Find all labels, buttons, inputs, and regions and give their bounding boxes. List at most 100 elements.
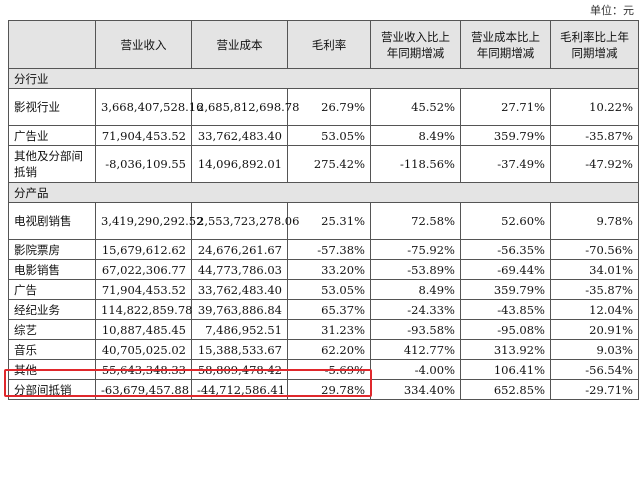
- margin-cell: 275.42%: [287, 145, 371, 183]
- margin-cell: 62.20%: [287, 339, 371, 360]
- section-title: 分行业: [8, 68, 639, 89]
- revenue-cell: 71,904,453.52: [95, 125, 192, 146]
- margin-change-cell: 12.04%: [550, 299, 639, 320]
- row-label: 广告: [8, 279, 96, 300]
- revenue-cell: 3,419,290,292.52: [95, 202, 203, 240]
- margin-change-cell: 10.22%: [550, 88, 639, 126]
- cost-change-cell: -69.44%: [460, 259, 551, 280]
- header-cell: 毛利率: [287, 20, 371, 69]
- table-row: 其他 55,643,348.33 58,809,478.42 -5.69% -4…: [8, 359, 639, 380]
- row-label: 影视行业: [8, 88, 96, 126]
- margin-cell: 65.37%: [287, 299, 371, 320]
- margin-change-cell: 20.91%: [550, 319, 639, 340]
- margin-cell: 25.31%: [287, 202, 371, 240]
- cost-cell: 14,096,892.01: [191, 145, 288, 183]
- rev-change-cell: 8.49%: [370, 279, 461, 300]
- cost-cell: 7,486,952.51: [191, 319, 288, 340]
- revenue-cell: 40,705,025.02: [95, 339, 192, 360]
- section-row: 分行业: [8, 68, 639, 89]
- cost-change-cell: -43.85%: [460, 299, 551, 320]
- rev-change-cell: -4.00%: [370, 359, 461, 380]
- revenue-cell: 3,668,407,528.16: [95, 88, 203, 126]
- cost-cell: -44,712,586.41: [191, 379, 288, 400]
- margin-cell: 33.20%: [287, 259, 371, 280]
- cost-cell: 33,762,483.40: [191, 125, 288, 146]
- header-row: 营业收入 营业成本 毛利率 营业收入比上年同期增减 营业成本比上年同期增减 毛利…: [8, 20, 639, 69]
- header-cell: [8, 20, 96, 69]
- rev-change-cell: -53.89%: [370, 259, 461, 280]
- rev-change-cell: -24.33%: [370, 299, 461, 320]
- row-label: 电影销售: [8, 259, 96, 280]
- cost-change-cell: 359.79%: [460, 279, 551, 300]
- cost-change-cell: 313.92%: [460, 339, 551, 360]
- cost-change-cell: 652.85%: [460, 379, 551, 400]
- table-row: 电视剧销售 3,419,290,292.52 2,553,723,278.06 …: [8, 202, 639, 240]
- row-label: 影院票房: [8, 239, 96, 260]
- rev-change-cell: 412.77%: [370, 339, 461, 360]
- margin-cell: -5.69%: [287, 359, 371, 380]
- row-label: 其他: [8, 359, 96, 380]
- table-row: 影视行业 3,668,407,528.16 2,685,812,698.78 2…: [8, 88, 639, 126]
- table-row: 电影销售 67,022,306.77 44,773,786.03 33.20% …: [8, 259, 639, 280]
- row-label: 其他及分部间抵销: [8, 145, 96, 183]
- header-cell: 营业收入比上年同期增减: [370, 20, 461, 69]
- cost-change-cell: 359.79%: [460, 125, 551, 146]
- financial-table: 营业收入 营业成本 毛利率 营业收入比上年同期增减 营业成本比上年同期增减 毛利…: [8, 20, 639, 400]
- cost-cell: 39,763,886.84: [191, 299, 288, 320]
- row-label: 综艺: [8, 319, 96, 340]
- revenue-cell: -8,036,109.55: [95, 145, 192, 183]
- cost-change-cell: 52.60%: [460, 202, 551, 240]
- rev-change-cell: 8.49%: [370, 125, 461, 146]
- margin-cell: 53.05%: [287, 279, 371, 300]
- row-label: 经纪业务: [8, 299, 96, 320]
- revenue-cell: 55,643,348.33: [95, 359, 192, 380]
- cost-cell: 44,773,786.03: [191, 259, 288, 280]
- table-row: 影院票房 15,679,612.62 24,676,261.67 -57.38%…: [8, 239, 639, 260]
- rev-change-cell: 72.58%: [370, 202, 461, 240]
- cost-cell: 15,388,533.67: [191, 339, 288, 360]
- margin-change-cell: -47.92%: [550, 145, 639, 183]
- cost-cell: 33,762,483.40: [191, 279, 288, 300]
- table-row: 综艺 10,887,485.45 7,486,952.51 31.23% -93…: [8, 319, 639, 340]
- margin-cell: 26.79%: [287, 88, 371, 126]
- margin-change-cell: 9.78%: [550, 202, 639, 240]
- revenue-cell: 67,022,306.77: [95, 259, 192, 280]
- cost-change-cell: -56.35%: [460, 239, 551, 260]
- cost-cell: 24,676,261.67: [191, 239, 288, 260]
- table-row: 分部间抵销 -63,679,457.88 -44,712,586.41 29.7…: [8, 379, 639, 400]
- header-cell: 营业收入: [95, 20, 192, 69]
- table-row: 音乐 40,705,025.02 15,388,533.67 62.20% 41…: [8, 339, 639, 360]
- row-label: 电视剧销售: [8, 202, 96, 240]
- margin-cell: 31.23%: [287, 319, 371, 340]
- row-label: 分部间抵销: [8, 379, 96, 400]
- margin-cell: -57.38%: [287, 239, 371, 260]
- header-cell: 营业成本: [191, 20, 288, 69]
- revenue-cell: 71,904,453.52: [95, 279, 192, 300]
- margin-change-cell: 34.01%: [550, 259, 639, 280]
- unit-label: 单位：元: [590, 4, 634, 17]
- table-row: 广告业 71,904,453.52 33,762,483.40 53.05% 8…: [8, 125, 639, 146]
- cost-cell: 58,809,478.42: [191, 359, 288, 380]
- revenue-cell: 15,679,612.62: [95, 239, 192, 260]
- cost-change-cell: 106.41%: [460, 359, 551, 380]
- table-row: 其他及分部间抵销 -8,036,109.55 14,096,892.01 275…: [8, 145, 639, 183]
- rev-change-cell: -93.58%: [370, 319, 461, 340]
- rev-change-cell: 334.40%: [370, 379, 461, 400]
- margin-change-cell: 9.03%: [550, 339, 639, 360]
- rev-change-cell: 45.52%: [370, 88, 461, 126]
- header-cell: 营业成本比上年同期增减: [460, 20, 551, 69]
- margin-change-cell: -70.56%: [550, 239, 639, 260]
- row-label: 音乐: [8, 339, 96, 360]
- section-row: 分产品: [8, 182, 639, 203]
- header-cell: 毛利率比上年同期增减: [550, 20, 639, 69]
- revenue-cell: -63,679,457.88: [95, 379, 192, 400]
- cost-cell: 2,685,812,698.78: [191, 88, 299, 126]
- margin-cell: 29.78%: [287, 379, 371, 400]
- table-row: 广告 71,904,453.52 33,762,483.40 53.05% 8.…: [8, 279, 639, 300]
- section-title: 分产品: [8, 182, 639, 203]
- margin-change-cell: -35.87%: [550, 279, 639, 300]
- rev-change-cell: -75.92%: [370, 239, 461, 260]
- margin-change-cell: -56.54%: [550, 359, 639, 380]
- revenue-cell: 114,822,859.78: [95, 299, 192, 320]
- margin-change-cell: -35.87%: [550, 125, 639, 146]
